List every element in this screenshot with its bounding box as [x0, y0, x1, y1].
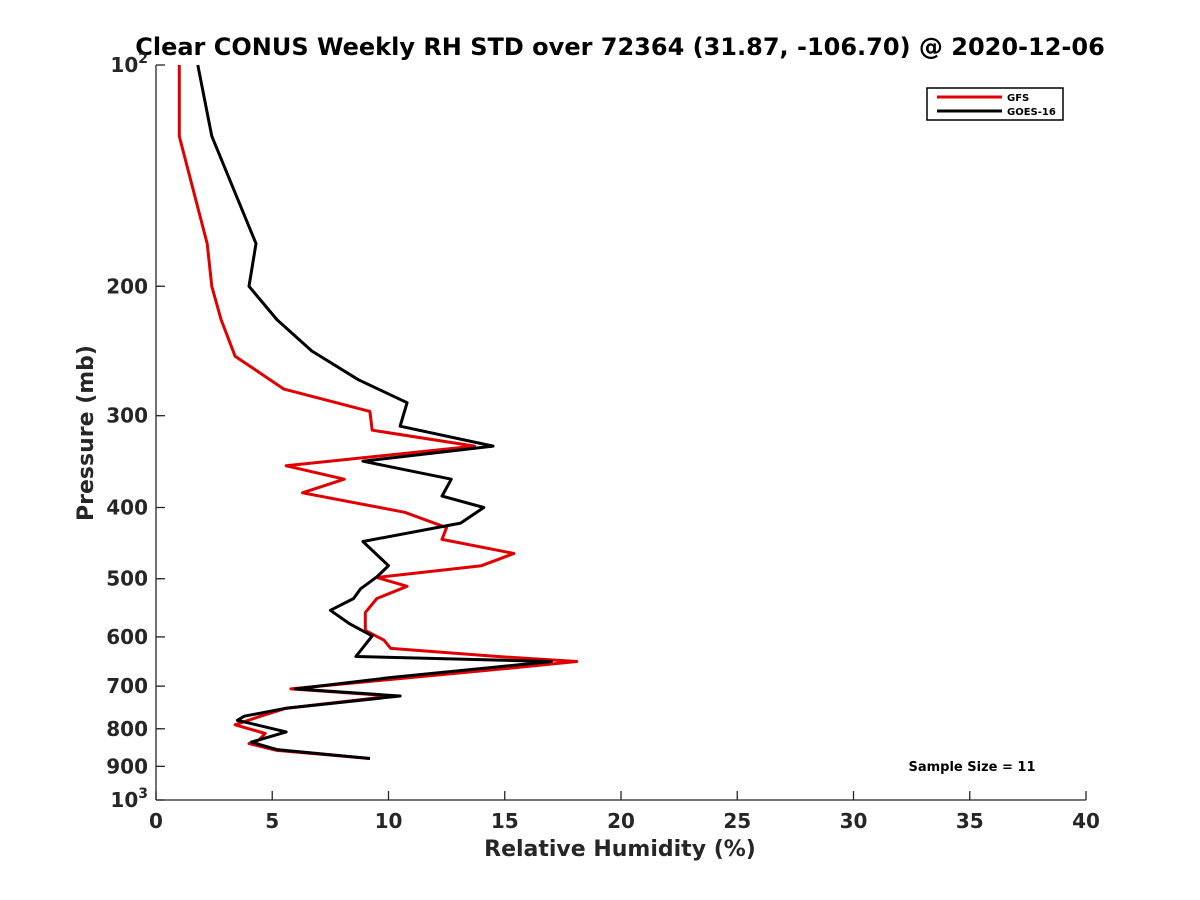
- y-tick-label: 600: [106, 625, 148, 649]
- y-tick-label: 103: [110, 786, 148, 812]
- y-tick-label: 900: [106, 754, 148, 778]
- y-tick-label: 300: [106, 404, 148, 428]
- x-tick-label: 10: [375, 809, 403, 833]
- series-layer: [177, 64, 579, 760]
- y-axis-label: Pressure (mb): [74, 345, 99, 521]
- y-tick-label: 800: [106, 717, 148, 741]
- y-tick-label: 102: [110, 51, 148, 77]
- x-tick-label: 30: [840, 809, 868, 833]
- series-line-goes-16: [196, 64, 553, 760]
- x-tick-label: 40: [1072, 809, 1100, 833]
- y-tick-label: 700: [106, 674, 148, 698]
- x-tick-label: 35: [956, 809, 984, 833]
- x-tick-label: 25: [723, 809, 751, 833]
- y-tick-label: 200: [106, 274, 148, 298]
- x-tick-label: 15: [491, 809, 519, 833]
- x-tick-label: 0: [149, 809, 163, 833]
- y-tick-label: 500: [106, 567, 148, 591]
- tick-labels: 0 5 10 15 20 25 30 35 40 102 200 300 400 500 600 700 800…: [106, 51, 1100, 833]
- chart-title: Clear CONUS Weekly RH STD over 72364 (31…: [135, 33, 1105, 61]
- sample-size-annotation: Sample Size = 11: [908, 760, 1035, 775]
- legend: GFS GOES-16: [926, 87, 1064, 121]
- y-tick-label: 400: [106, 496, 148, 520]
- legend-box: [926, 87, 1064, 121]
- x-axis-label: Relative Humidity (%): [484, 837, 756, 862]
- legend-label: GFS: [1007, 93, 1029, 104]
- x-tick-label: 20: [607, 809, 635, 833]
- legend-label: GOES-16: [1007, 107, 1056, 118]
- x-tick-label: 5: [265, 809, 279, 833]
- series-line-gfs: [177, 65, 579, 760]
